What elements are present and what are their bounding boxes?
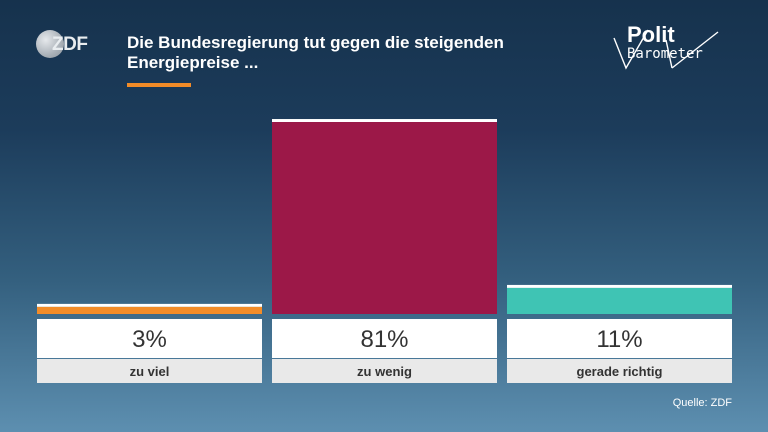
- data-label: 11%: [596, 326, 642, 353]
- chart-title: Die Bundesregierung tut gegen die steige…: [127, 33, 504, 72]
- bar-3: [507, 287, 732, 314]
- bar-2: [272, 122, 497, 314]
- category-box: [37, 359, 262, 383]
- bar-cap: [272, 119, 497, 123]
- data-label: 3%: [132, 326, 167, 353]
- value-box: [507, 319, 732, 358]
- bar-cap: [507, 284, 732, 288]
- politbarometer-logo-line2: Barometer: [627, 46, 703, 62]
- value-box: [37, 319, 262, 358]
- politbarometer-logo: Polit Barometer: [608, 22, 728, 76]
- data-label: 81%: [360, 326, 408, 353]
- category-label: zu viel: [130, 364, 170, 379]
- politbarometer-logo-line1: Polit: [627, 22, 675, 47]
- value-box: [272, 319, 497, 358]
- bar-1: [37, 306, 262, 314]
- source-note: Quelle: ZDF: [672, 397, 732, 409]
- zdf-logo-text: ZDF: [52, 34, 88, 55]
- category-label: gerade richtig: [577, 364, 663, 379]
- zdf-logo-circle: [36, 30, 64, 58]
- category-box: [272, 359, 497, 383]
- title-accent-bar: [127, 83, 191, 87]
- zdf-logo: ZDF: [36, 30, 92, 58]
- checkmark-icon: [613, 29, 719, 70]
- category-label: zu wenig: [357, 364, 412, 379]
- category-box: [507, 359, 732, 383]
- bar-cap: [37, 303, 262, 307]
